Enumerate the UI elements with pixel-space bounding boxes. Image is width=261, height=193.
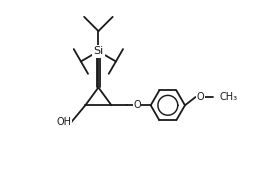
Text: OH: OH (56, 117, 72, 127)
Text: O: O (133, 100, 141, 110)
Text: CH₃: CH₃ (220, 92, 238, 102)
Text: Si: Si (93, 46, 104, 56)
Text: O: O (197, 92, 204, 102)
